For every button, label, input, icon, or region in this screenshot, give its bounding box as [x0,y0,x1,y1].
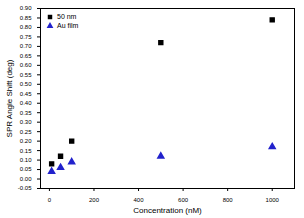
svg-text:0.00: 0.00 [20,176,32,182]
svg-text:0.60: 0.60 [20,62,32,68]
svg-text:0.85: 0.85 [20,15,32,21]
svg-text:0.15: 0.15 [20,148,32,154]
svg-text:0.05: 0.05 [20,166,32,172]
svg-text:0.30: 0.30 [20,119,32,125]
svg-text:0.45: 0.45 [20,91,32,97]
svg-text:Concentration (nM): Concentration (nM) [133,206,202,215]
svg-text:0.40: 0.40 [20,100,32,106]
svg-text:0.25: 0.25 [20,129,32,135]
svg-text:0.70: 0.70 [20,43,32,49]
html-text:50 nm: 50 nm [57,13,77,20]
svg-text:0.90: 0.90 [20,5,32,11]
svg-text:200: 200 [89,197,100,203]
svg-text:0.50: 0.50 [20,81,32,87]
svg-text:600: 600 [178,197,189,203]
html-text:Au film: Au film [57,22,79,29]
svg-text:0.80: 0.80 [20,24,32,30]
svg-text:SPR Angle Shift (deg): SPR Angle Shift (deg) [5,59,14,137]
svg-text:0.75: 0.75 [20,34,32,40]
svg-text:0.20: 0.20 [20,138,32,144]
svg-text:0.35: 0.35 [20,110,32,116]
svg-text:400: 400 [134,197,145,203]
svg-text:-0.05: -0.05 [18,185,32,191]
svg-text:0: 0 [48,197,52,203]
svg-text:0.65: 0.65 [20,53,32,59]
svg-text:1000: 1000 [266,197,280,203]
svg-text:800: 800 [223,197,234,203]
svg-text:0.55: 0.55 [20,72,32,78]
svg-text:0.10: 0.10 [20,157,32,163]
